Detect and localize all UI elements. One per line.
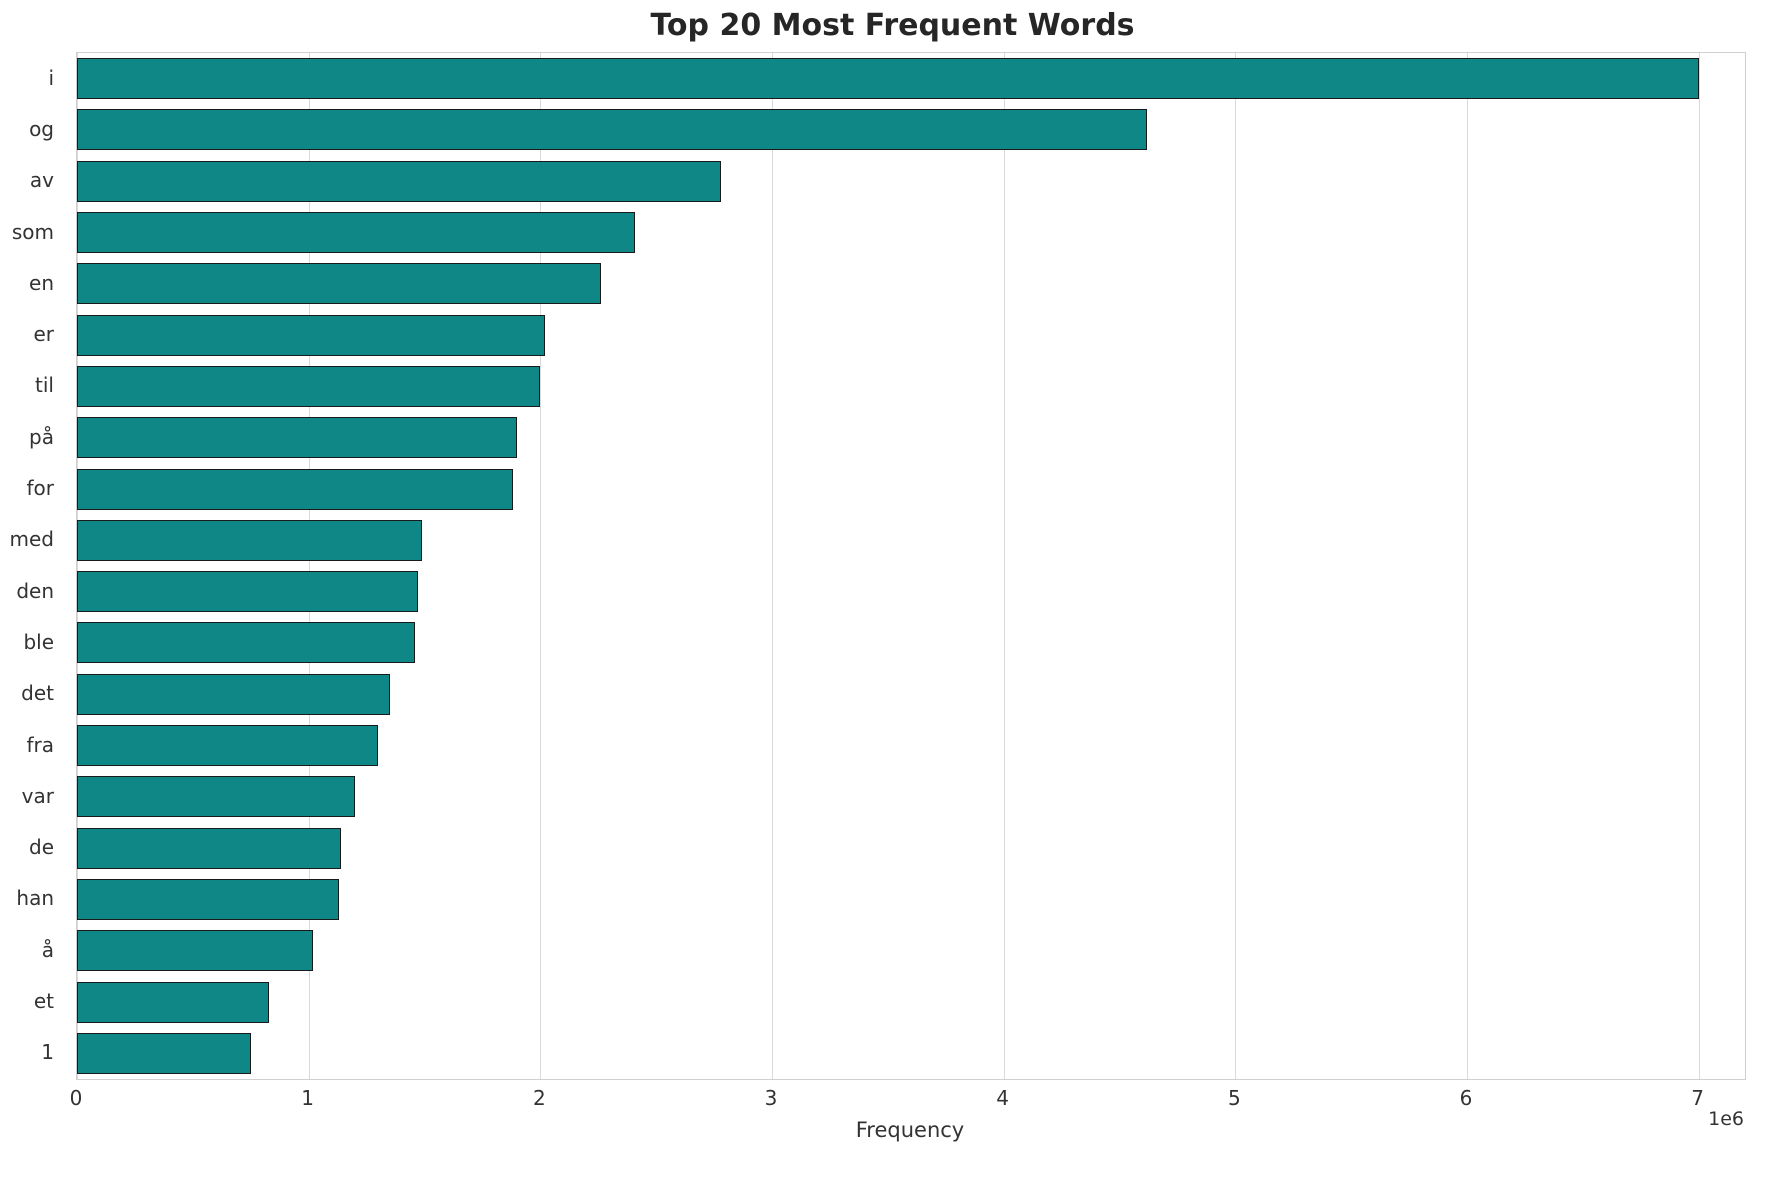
x-tick-label: 6 [1459,1086,1473,1110]
y-tick-label: fra [26,732,54,757]
y-tick-label: i [48,65,54,90]
y-tick-label: og [29,116,54,141]
x-tick-label: 2 [532,1086,546,1110]
bar-den [77,571,418,613]
gridline [1003,53,1005,1079]
bar-til [77,365,541,407]
bar-er [77,314,545,356]
gridline [308,53,310,1079]
bar-de [77,827,342,869]
y-tick-label: 1 [41,1040,54,1065]
y-tick-label: til [35,373,54,398]
y-tick-label: av [29,168,54,193]
bar-i [77,58,1699,100]
x-axis-label: Frequency [855,1118,965,1142]
y-tick-label: ble [23,629,54,654]
y-axis-labels: i og av som en er til på for med den ble det fra var de… [0,52,64,1078]
gridline [77,53,78,1079]
x-axis-ticks: 1e6 0 1 2 3 4 5 6 7 [70,1086,1744,1130]
y-tick-label: han [16,886,54,911]
bar-på [77,417,518,459]
bar-og [77,109,1148,151]
bar-en [77,263,601,305]
x-tick-label: 5 [1227,1086,1241,1110]
gridline [772,53,773,1079]
x-axis-offset-label: 1e6 [1708,1108,1744,1130]
y-tick-label: å [41,937,54,962]
bar-for [77,468,513,510]
y-tick-label: et [33,989,54,1014]
bar-et [77,981,270,1023]
bar-1 [77,1032,251,1074]
bar-med [77,519,423,561]
bar-av [77,160,722,202]
gridline [540,53,542,1079]
bar-fra [77,725,379,767]
x-tick-label: 0 [69,1086,83,1110]
bar-som [77,212,636,254]
x-tick-label: 4 [996,1086,1010,1110]
y-tick-label: det [21,681,54,706]
bar-var [77,776,355,818]
y-tick-label: den [16,578,54,603]
x-tick-label: 7 [1691,1086,1705,1110]
bar-det [77,673,390,715]
y-tick-label: var [21,783,54,808]
chart-title: Top 20 Most Frequent Words [650,8,1135,43]
x-tick-label: 3 [764,1086,778,1110]
gridline [1235,53,1237,1079]
bar-han [77,878,339,920]
bar-å [77,930,314,972]
gridline [1467,53,1468,1079]
y-tick-label: de [29,835,54,860]
y-tick-label: som [11,219,54,244]
x-tick-label: 1 [301,1086,315,1110]
gridline [1698,53,1700,1079]
bar-ble [77,622,416,664]
y-tick-label: med [9,527,54,552]
y-tick-label: på [29,424,54,449]
y-tick-label: for [26,476,55,501]
y-tick-label: er [33,322,54,347]
y-tick-label: en [29,270,54,295]
plot-area [76,52,1746,1080]
